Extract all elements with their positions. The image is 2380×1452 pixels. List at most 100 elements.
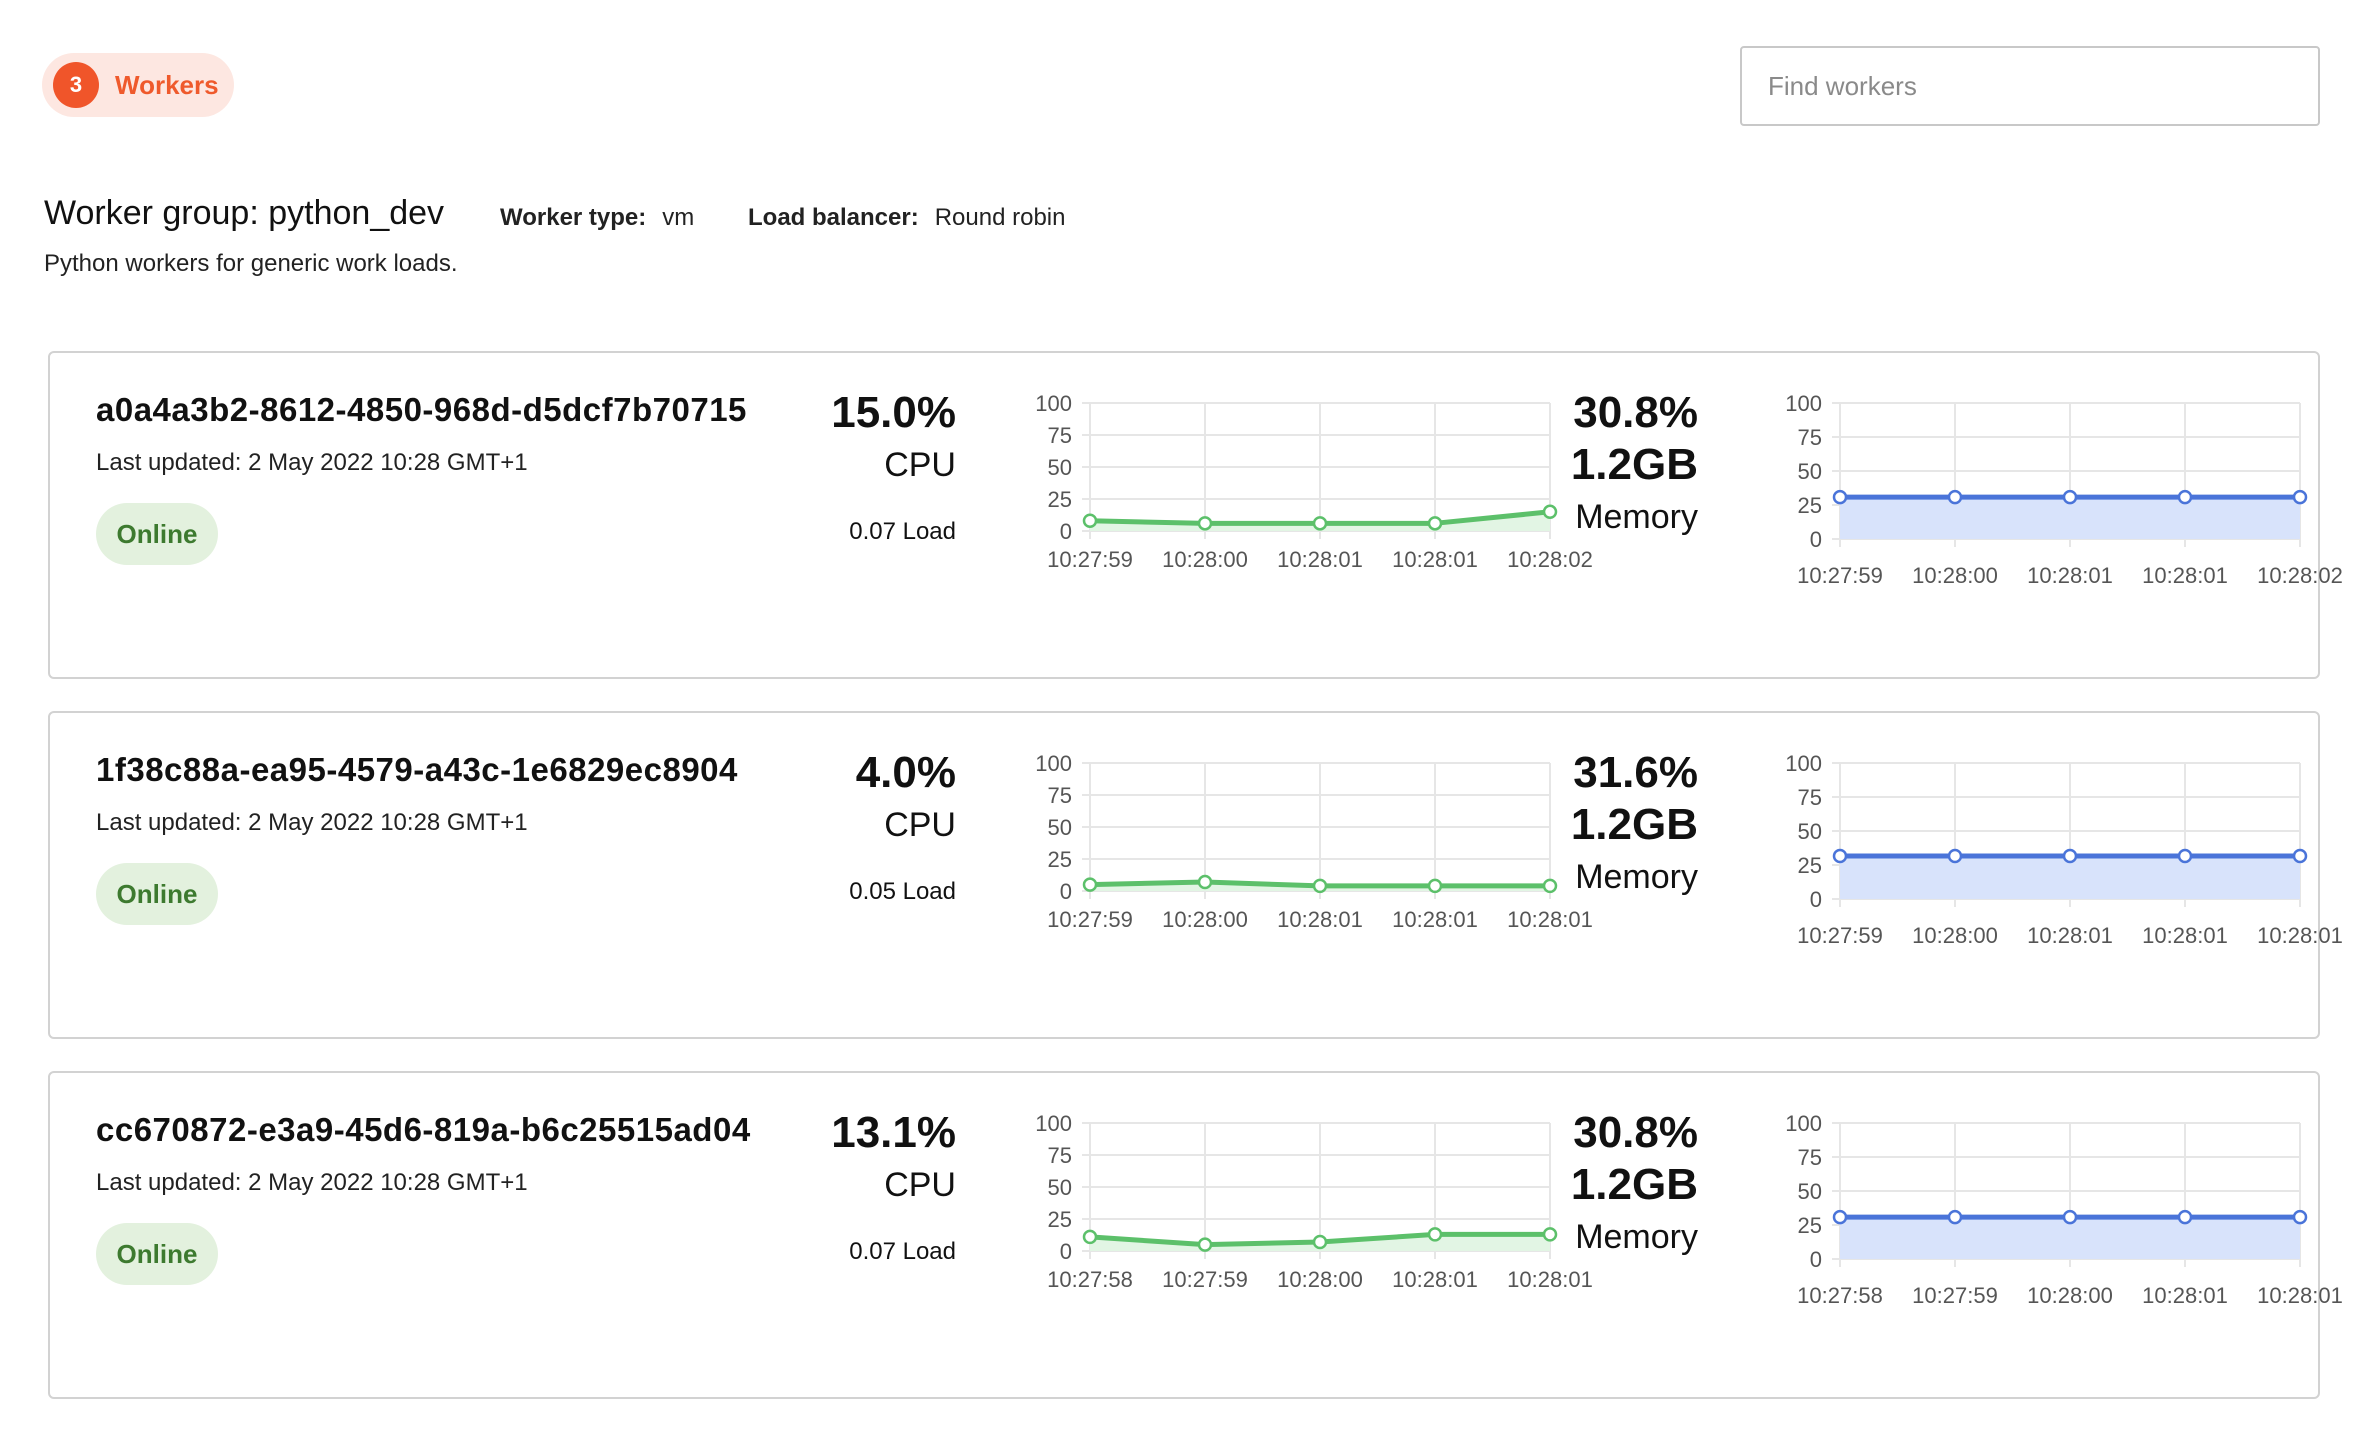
memory-size: 1.2GB [1570,1160,1698,1209]
worker-type-value: vm [662,204,695,231]
worker-id: cc670872-e3a9-45d6-819a-b6c25515ad04 [96,1111,751,1148]
worker-group-description: Python workers for generic work loads. [44,250,458,277]
load-balancer-label: Load balancer: [748,204,919,231]
data-point [1542,1227,1558,1242]
data-point [1832,1209,1848,1225]
memory-area [1840,1217,2300,1259]
memory-area [1840,856,2300,899]
x-tick-label: 10:28:01 [1392,547,1478,572]
x-tick-label: 10:28:01 [1507,907,1593,932]
cpu-load: 0.05 Load [849,878,956,905]
data-point [1197,874,1213,890]
data-point [1832,848,1848,864]
x-tick-label: 10:28:01 [1507,1267,1593,1292]
cpu-chart: 0 25 50 75 100 10:27:58 10:27:59 10:28:00 10:28:… [1035,1111,1593,1292]
status-badge: Online [96,1223,218,1285]
x-tick-label: 10:28:01 [2027,563,2113,588]
x-tick-label: 10:28:00 [1912,923,1998,948]
data-point [2062,489,2078,505]
y-tick-label: 75 [1798,785,1822,810]
data-point [1197,1237,1213,1252]
data-point [1197,516,1213,531]
y-tick-label: 75 [1048,423,1072,448]
y-tick-label: 0 [1060,879,1072,904]
data-point [1312,878,1328,894]
y-tick-label: 100 [1785,751,1822,776]
data-point [1427,878,1443,894]
x-tick-label: 10:28:02 [1507,547,1593,572]
load-balancer: Load balancer: Round robin [748,204,1065,232]
cpu-label: CPU [884,446,956,484]
last-updated: Last updated: 2 May 2022 10:28 GMT+1 [96,449,528,476]
data-point [1427,1227,1443,1242]
y-tick-label: 25 [1048,487,1072,512]
y-tick-label: 50 [1048,1175,1072,1200]
data-point [1312,516,1328,531]
x-tick-label: 10:28:01 [2142,1283,2228,1308]
y-tick-label: 50 [1048,455,1072,480]
x-tick-label: 10:28:01 [2257,1283,2343,1308]
cpu-percent: 4.0% [855,748,956,797]
memory-size: 1.2GB [1570,440,1698,489]
worker-group-title: Worker group: python_dev [44,194,445,232]
y-tick-label: 75 [1048,783,1072,808]
y-tick-label: 100 [1035,1111,1072,1136]
data-point [2062,1209,2078,1225]
x-tick-label: 10:28:02 [2257,563,2343,588]
x-tick-label: 10:28:01 [1277,547,1363,572]
y-tick-label: 0 [1810,527,1822,552]
memory-percent: 30.8% [1573,388,1698,437]
x-tick-label: 10:27:59 [1162,1267,1248,1292]
memory-chart: 0 25 50 75 100 10:27:58 10:27:59 10:28:00 10:28:… [1785,1111,2343,1308]
y-tick-label: 75 [1798,1145,1822,1170]
x-tick-label: 10:27:58 [1047,1267,1133,1292]
x-tick-label: 10:28:00 [1162,907,1248,932]
cpu-chart: 0 25 50 75 100 10:27:59 10:28:00 10:28:01 10:28:… [1035,391,1593,572]
worker-type: Worker type: vm [500,204,694,232]
y-tick-label: 0 [1060,1239,1072,1264]
data-point [2177,489,2193,505]
y-tick-label: 100 [1035,751,1072,776]
cpu-label: CPU [884,806,956,844]
y-tick-label: 0 [1810,887,1822,912]
memory-percent: 31.6% [1573,748,1698,797]
worker-card[interactable]: a0a4a3b2-8612-4850-968d-d5dcf7b70715 Las… [48,351,2343,679]
worker-id: 1f38c88a-ea95-4579-a43c-1e6829ec8904 [96,751,738,788]
y-tick-label: 25 [1048,1207,1072,1232]
data-point [2292,489,2308,505]
y-tick-label: 25 [1798,853,1822,878]
find-workers-input[interactable] [1740,46,2320,126]
load-balancer-value: Round robin [934,204,1066,231]
data-point [1312,1234,1328,1250]
x-tick-label: 10:27:59 [1797,923,1883,948]
worker-card[interactable]: cc670872-e3a9-45d6-819a-b6c25515ad04 Las… [48,1071,2343,1399]
worker-type-label: Worker type: [500,204,647,231]
status-badge: Online [96,863,218,925]
cpu-metric: 15.0% CPU 0.07 Load [831,387,956,547]
last-updated: Last updated: 2 May 2022 10:28 GMT+1 [96,1169,528,1196]
data-point [2177,848,2193,864]
data-point [1832,489,1848,505]
data-point [2177,1209,2193,1225]
x-tick-label: 10:28:00 [1277,1267,1363,1292]
memory-label: Memory [1575,1218,1698,1256]
memory-metric: 30.8% 1.2GB Memory [1571,387,1698,543]
memory-label: Memory [1575,498,1698,536]
y-tick-label: 50 [1048,815,1072,840]
data-point [2292,1209,2308,1225]
memory-label: Memory [1575,858,1698,896]
x-tick-label: 10:28:01 [2142,923,2228,948]
workers-count-badge[interactable]: 3 Workers [42,53,234,117]
y-tick-label: 0 [1060,519,1072,544]
status-badge: Online [96,503,218,565]
y-tick-label: 50 [1798,1179,1822,1204]
cpu-metric: 4.0% CPU 0.05 Load [849,747,956,907]
worker-card[interactable]: 1f38c88a-ea95-4579-a43c-1e6829ec8904 Las… [48,711,2343,1039]
x-tick-label: 10:28:01 [2027,923,2113,948]
x-tick-label: 10:27:59 [1047,907,1133,932]
y-tick-label: 100 [1785,1111,1822,1136]
x-tick-label: 10:28:01 [1277,907,1363,932]
data-point [1542,878,1558,894]
data-point [1947,848,1963,864]
y-tick-label: 50 [1798,459,1822,484]
